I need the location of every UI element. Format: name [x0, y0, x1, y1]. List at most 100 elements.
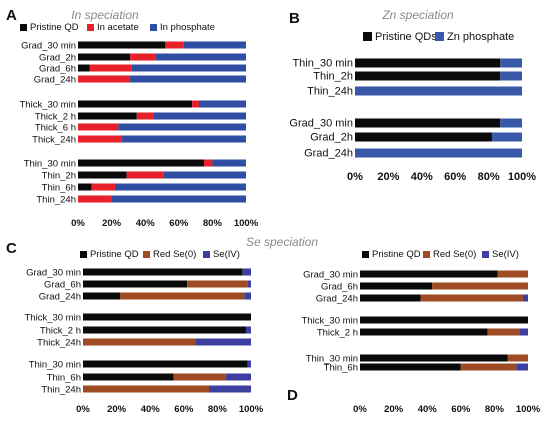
- bar-segment-in-acetate: [165, 41, 184, 49]
- x-tick-label: 0%: [71, 218, 85, 229]
- bar-segment-pristine-qd: [78, 183, 92, 191]
- bar-label: Grad_24h: [39, 291, 81, 302]
- bar-segment-se-iv-: [242, 268, 251, 276]
- panel-b: B Zn speciation Pristine QDs Zn phosphate Th…: [289, 8, 536, 183]
- legend-swatch: [203, 251, 210, 258]
- legend-swatch: [363, 32, 372, 41]
- bar-label: Thin_6h: [324, 362, 358, 373]
- panel-title: In speciation: [71, 8, 139, 22]
- bar-segment-pristine-qd: [360, 363, 461, 371]
- bar-segment-se-iv-: [245, 326, 251, 334]
- bar-segment-in-acetate: [136, 112, 154, 120]
- bar-label: Thin_24h: [307, 85, 353, 97]
- panel-title: Zn speciation: [381, 8, 454, 22]
- legend-label: Se(IV): [213, 249, 240, 260]
- bar-segment-pristine-qd: [78, 100, 193, 108]
- bar-segment-in-phosphate: [130, 75, 246, 83]
- x-tick-label: 40%: [411, 171, 433, 183]
- bar-segment-in-phosphate: [212, 159, 246, 167]
- bar-label: Grad_30 min: [303, 269, 358, 280]
- bar-segment-se-iv-: [225, 373, 251, 381]
- x-tick-label: 40%: [136, 218, 156, 229]
- bar-label: Grad_6h: [39, 63, 76, 74]
- bar-label: Grad_24h: [34, 74, 76, 85]
- bar-segment-zn-phosphate: [500, 58, 522, 68]
- x-tick-label: 40%: [418, 404, 438, 415]
- bar-label: Thin_2h: [313, 70, 353, 82]
- bar-segment-pristine-qds: [355, 71, 501, 81]
- panel-letter: C: [6, 240, 17, 257]
- bar-segment-red-se-0-: [119, 292, 245, 300]
- legend-label: Red Se(0): [153, 249, 196, 260]
- bar-label: Thin_30 min: [29, 359, 81, 370]
- bar-segment-se-iv-: [516, 363, 528, 371]
- bar-segment-in-phosphate: [198, 100, 246, 108]
- bar-segment-in-phosphate: [118, 123, 246, 131]
- x-tick-label: 20%: [384, 404, 404, 415]
- bar-label: Thick_2 h: [40, 325, 81, 336]
- bar-segment-pristine-qd: [78, 171, 127, 179]
- bar-label: Thin_24h: [41, 384, 81, 395]
- bar-segment-red-se-0-: [460, 363, 517, 371]
- bar-segment-in-phosphate: [111, 195, 246, 203]
- bar-segment-red-se-0-: [187, 280, 248, 288]
- x-tick-label: 40%: [141, 404, 161, 415]
- bar-segment-pristine-qd: [78, 64, 90, 72]
- bar-segment-red-se-0-: [83, 385, 209, 393]
- bar-segment-se-iv-: [247, 360, 251, 368]
- bar-segment-se-iv-: [247, 280, 251, 288]
- legend-swatch: [87, 24, 94, 31]
- x-tick-label: 20%: [107, 404, 127, 415]
- panel-c: C Pristine QD Red Se(0) Se(IV)Grad_30 minGr…: [6, 240, 264, 415]
- bar-label: Grad_2h: [39, 52, 76, 63]
- panel-letter: D: [287, 387, 298, 404]
- bar-segment-se-iv-: [195, 338, 251, 346]
- bar-segment-pristine-qd: [83, 360, 248, 368]
- bar-segment-in-acetate: [89, 64, 132, 72]
- bar-segment-in-phosphate: [153, 112, 246, 120]
- bar-segment-pristine-qds: [355, 118, 501, 128]
- bar-segment-zn-phosphate: [491, 132, 522, 142]
- x-tick-label: 20%: [377, 171, 399, 183]
- bar-segment-in-acetate: [126, 171, 164, 179]
- bar-label: Thick_2 h: [35, 111, 76, 122]
- x-tick-label: 100%: [234, 218, 259, 229]
- bar-label: Thick_2 h: [317, 327, 358, 338]
- bar-segment-pristine-qd: [83, 373, 174, 381]
- bar-segment-zn-phosphate: [500, 71, 522, 81]
- bar-label: Thin_30 min: [292, 57, 353, 69]
- bar-label: Thin_6h: [42, 182, 76, 193]
- legend-label: Pristine QD: [372, 249, 421, 260]
- bar-segment-in-acetate: [78, 195, 112, 203]
- bar-segment-in-acetate: [91, 183, 115, 191]
- x-tick-label: 100%: [239, 404, 264, 415]
- bar-segment-in-phosphate: [155, 53, 246, 61]
- x-tick-label: 100%: [516, 404, 541, 415]
- bar-label: Grad_30 min: [21, 40, 76, 51]
- bar-segment-in-acetate: [78, 123, 119, 131]
- bar-segment-pristine-qd: [83, 326, 246, 334]
- bar-label: Grad_24h: [304, 147, 353, 159]
- bar-segment-se-iv-: [209, 385, 251, 393]
- bar-segment-pristine-qds: [355, 58, 501, 68]
- legend-label: In phosphate: [160, 22, 215, 33]
- bar-segment-pristine-qd: [360, 270, 498, 278]
- legend-label: In acetate: [97, 22, 139, 33]
- bar-segment-in-acetate: [192, 100, 199, 108]
- legend-label: Pristine QD: [90, 249, 139, 260]
- bar-segment-in-acetate: [78, 75, 131, 83]
- bar-label: Grad_6h: [44, 279, 81, 290]
- bar-label: Thick_24h: [37, 337, 81, 348]
- bar-segment-pristine-qd: [360, 354, 508, 362]
- bar-label: Grad_24h: [316, 293, 358, 304]
- bar-segment-in-phosphate: [114, 183, 247, 191]
- bar-segment-red-se-0-: [507, 354, 528, 362]
- x-tick-label: 0%: [347, 171, 363, 183]
- bar-segment-pristine-qds: [355, 132, 492, 142]
- x-tick-label: 0%: [353, 404, 367, 415]
- bar-label: Thin_24h: [36, 194, 76, 205]
- bar-segment-in-phosphate: [163, 171, 246, 179]
- bar-segment-red-se-0-: [173, 373, 226, 381]
